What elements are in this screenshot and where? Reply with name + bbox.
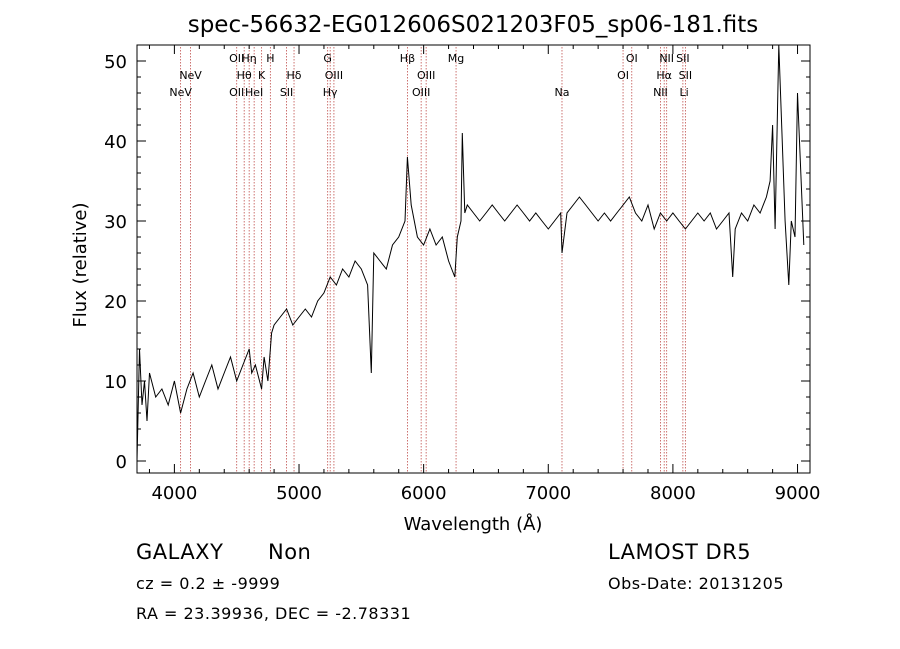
object-subclass: Non — [268, 540, 312, 564]
spectral-line-label: Hδ — [287, 69, 302, 82]
spectral-line-label: K — [258, 69, 266, 82]
survey-name: LAMOST DR5 — [608, 540, 752, 564]
spectral-line-label: OIII — [417, 69, 435, 82]
x-axis-label: Wavelength (Å) — [404, 513, 543, 535]
spectral-line-label: SII — [280, 86, 293, 99]
x-tick-label: 8000 — [650, 483, 696, 504]
redshift-value: cz = 0.2 ± -9999 — [136, 574, 281, 593]
y-axis-label: Flux (relative) — [70, 202, 91, 327]
y-tick-label: 20 — [104, 292, 127, 313]
y-tick-label: 40 — [104, 132, 127, 153]
spectrum-trace — [136, 44, 805, 462]
x-tick-label: 5000 — [276, 483, 322, 504]
spectral-line-label: Hθ — [237, 69, 252, 82]
x-tick-label: 6000 — [401, 483, 447, 504]
spectral-line-label: Na — [554, 86, 569, 99]
spectral-line-label: NII — [659, 52, 674, 65]
spectral-line-label: SII — [676, 52, 689, 65]
chart-title: spec-56632-EG012606S021203F05_sp06-181.f… — [188, 12, 759, 38]
spectral-line-label: OII — [229, 52, 244, 65]
spectral-line-label: H — [266, 52, 274, 65]
spectral-line-label: G — [323, 52, 332, 65]
y-tick-label: 30 — [104, 212, 127, 233]
x-tick-label: 7000 — [525, 483, 571, 504]
spectral-line-labels: NeVNeVOIIOIIHθHηHeIKHSIIHδGHγOIIIHβOIIIO… — [169, 52, 692, 99]
sky-coordinates: RA = 23.39936, DEC = -2.78331 — [136, 604, 412, 623]
spectral-line-label: OI — [617, 69, 629, 82]
spectral-line-label: Li — [680, 86, 689, 99]
spectral-line-label: NeV — [179, 69, 202, 82]
spectral-line-label: OI — [626, 52, 638, 65]
spectral-line-label: OII — [229, 86, 244, 99]
x-tick-label: 4000 — [151, 483, 197, 504]
spectral-line-markers — [180, 47, 686, 472]
spectral-line-label: Hα — [656, 69, 672, 82]
y-tick-label: 10 — [104, 372, 127, 393]
y-tick-label: 0 — [116, 452, 127, 473]
spectral-line-label: Hγ — [323, 86, 338, 99]
observation-date: Obs-Date: 20131205 — [608, 574, 785, 593]
spectral-line-label: NII — [653, 86, 668, 99]
spectral-line-label: OIII — [325, 69, 343, 82]
spectral-line-label: OIII — [412, 86, 430, 99]
spectral-line-label: Hη — [242, 52, 257, 65]
spectral-line-label: NeV — [169, 86, 192, 99]
plot-frame — [136, 44, 811, 474]
spectral-line-label: SII — [679, 69, 692, 82]
y-axis-ticks: 0 10 20 30 40 50 — [104, 52, 810, 473]
spectral-line-label: HeI — [245, 86, 263, 99]
spectral-line-label: Hβ — [400, 52, 415, 65]
x-tick-label: 9000 — [775, 483, 821, 504]
y-tick-label: 50 — [104, 52, 127, 73]
object-class: GALAXY — [136, 540, 224, 564]
spectral-line-label: Mg — [448, 52, 464, 65]
x-axis-ticks: 4000 5000 6000 7000 8000 9000 — [148, 45, 821, 504]
